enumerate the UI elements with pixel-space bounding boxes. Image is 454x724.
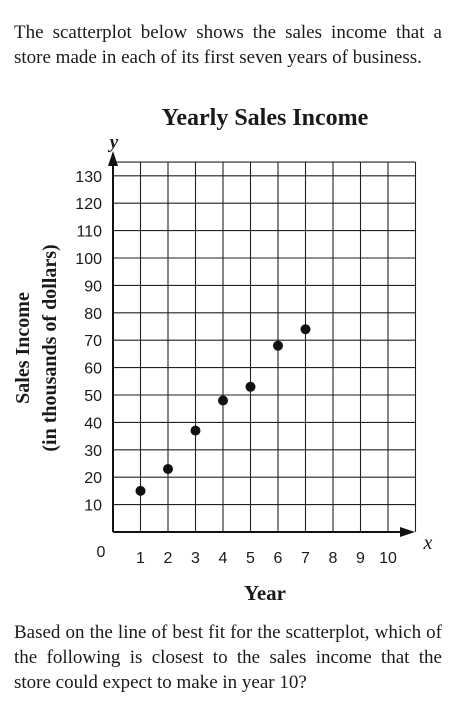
y-tick-label: 70 (84, 333, 102, 350)
y-tick-label: 10 (84, 498, 102, 515)
y-axis-label-line1: Sales Income (12, 292, 34, 404)
y-tick-label: 120 (75, 196, 102, 213)
x-tick-label: 6 (274, 550, 283, 567)
question-paragraph: Based on the line of best fit for the sc… (14, 622, 442, 693)
origin-label: 0 (97, 544, 106, 561)
x-tick-label: 5 (246, 550, 255, 567)
y-tick-label: 80 (84, 306, 102, 323)
data-points (135, 324, 311, 496)
tick-labels: 1 2 3 4 5 6 7 8 9 10 10 20 30 40 50 60 70 80 90 100 110 120 13… (75, 169, 397, 567)
x-tick-label: 3 (191, 550, 200, 567)
x-tick-label: 8 (329, 550, 338, 567)
chart-title: Yearly Sales Income (162, 105, 369, 131)
chart-axes (108, 151, 415, 537)
y-tick-label: 40 (84, 415, 102, 432)
y-axis-letter: y (108, 132, 119, 153)
x-axis-arrow (400, 527, 415, 537)
x-tick-label: 10 (379, 550, 397, 567)
x-tick-label: 4 (219, 550, 228, 567)
intro-paragraph: The scatterplot below shows the sales in… (14, 22, 442, 68)
data-point (300, 324, 311, 335)
x-tick-label: 2 (164, 550, 173, 567)
data-point (273, 340, 283, 351)
y-tick-label: 100 (75, 251, 102, 268)
y-tick-label: 20 (84, 470, 102, 487)
y-tick-label: 110 (76, 224, 102, 241)
data-point (245, 381, 256, 392)
y-tick-label: 60 (84, 361, 102, 378)
chart-grid (113, 161, 417, 532)
data-point (163, 463, 173, 474)
data-point (190, 425, 201, 436)
x-tick-label: 7 (301, 550, 310, 567)
x-axis-letter: x (423, 532, 433, 554)
y-tick-label: 90 (84, 278, 102, 295)
y-tick-label: 130 (75, 169, 102, 186)
y-tick-label: 50 (84, 388, 102, 405)
x-tick-label: 1 (136, 550, 145, 567)
x-tick-label: 9 (356, 550, 365, 567)
y-axis-arrow (108, 151, 118, 166)
x-axis-label: Year (244, 581, 286, 605)
y-axis-label-line2: (in thousands of dollars) (39, 244, 61, 451)
y-tick-label: 30 (84, 443, 102, 460)
data-point (218, 395, 228, 406)
data-point (135, 485, 146, 496)
